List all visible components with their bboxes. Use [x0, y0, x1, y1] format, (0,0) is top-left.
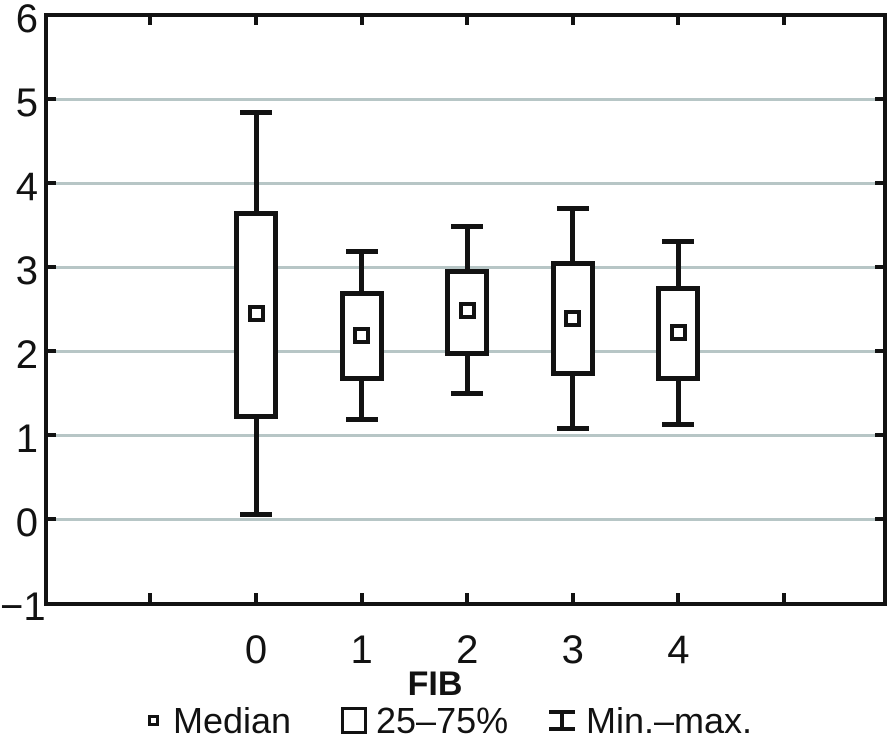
whisker-icon [549, 710, 575, 731]
y-axis-tick [875, 265, 887, 269]
gridline [48, 433, 883, 437]
legend: Median 25–75% Min.–max. [0, 701, 890, 740]
upper-whisker [464, 226, 470, 272]
x-axis-tick [782, 593, 786, 605]
lower-whisker-cap [345, 416, 378, 422]
upper-whisker [675, 241, 681, 288]
y-axis-tick [44, 265, 56, 269]
y-axis-tick [875, 97, 887, 101]
x-axis-tick [148, 593, 153, 605]
legend-label-box: 25–75% [376, 700, 509, 740]
legend-label-minmax: Min.–max. [586, 700, 753, 740]
x-axis-title: FIB [407, 665, 463, 703]
lower-whisker [570, 373, 576, 429]
legend-item-box: 25–75% [341, 701, 508, 740]
median-marker [353, 327, 371, 345]
y-axis-tick [875, 433, 887, 437]
lower-whisker-cap [662, 422, 695, 428]
upper-whisker-cap [556, 205, 589, 211]
y-tick-label: 6 [15, 0, 38, 41]
box-rect [445, 269, 490, 357]
x-axis-tick [359, 593, 364, 605]
x-axis-tick [148, 13, 153, 25]
upper-whisker-cap [345, 249, 378, 255]
y-tick-label: 2 [15, 333, 38, 377]
median-marker [564, 309, 582, 327]
x-axis-tick [254, 13, 258, 25]
gridline [48, 517, 883, 521]
x-tick-label: 1 [350, 628, 373, 672]
y-tick-label: 4 [15, 165, 38, 209]
x-tick-label: 3 [561, 628, 584, 672]
box-rect [339, 291, 384, 381]
y-tick-label: −1 [0, 585, 46, 629]
median-marker [669, 324, 687, 342]
gridline [48, 181, 883, 185]
y-axis-tick [44, 433, 56, 437]
lower-whisker-cap [240, 512, 272, 518]
x-tick-label: 2 [456, 628, 479, 672]
lower-whisker [464, 354, 470, 394]
upper-whisker-cap [662, 239, 695, 245]
y-axis-tick [875, 181, 887, 185]
legend-item-minmax: Min.–max. [549, 701, 752, 740]
x-axis-tick [359, 13, 364, 25]
x-tick-label: 4 [667, 628, 690, 672]
x-tick-label: 0 [244, 628, 268, 672]
lower-whisker-cap [556, 425, 589, 431]
upper-whisker-cap [451, 224, 484, 230]
gridline [48, 97, 883, 101]
legend-label-median: Median [173, 700, 292, 740]
median-marker [458, 302, 476, 320]
y-tick-label: 1 [15, 417, 38, 461]
median-marker [247, 304, 265, 322]
x-axis-tick [676, 13, 681, 25]
upper-whisker [253, 112, 259, 214]
x-axis-tick [782, 13, 786, 25]
x-axis-tick [465, 593, 470, 605]
x-axis-tick [676, 593, 681, 605]
upper-whisker [359, 251, 365, 294]
y-axis-tick [44, 97, 56, 101]
lower-whisker-cap [451, 391, 484, 397]
lower-whisker [359, 378, 365, 420]
y-tick-label: 5 [15, 81, 38, 125]
legend-item-median: Median [148, 701, 291, 740]
box-range-icon [341, 707, 367, 734]
y-tick-label: 0 [15, 501, 38, 545]
y-axis-tick [875, 517, 887, 521]
y-axis-tick [875, 349, 887, 353]
x-axis-tick [570, 593, 575, 605]
y-tick-label: 3 [15, 249, 38, 293]
x-axis-tick [465, 13, 470, 25]
x-axis-tick [254, 593, 258, 605]
median-square-icon [148, 715, 159, 726]
lower-whisker [253, 417, 259, 515]
y-axis-tick [44, 517, 56, 521]
y-axis-tick [44, 349, 56, 353]
lower-whisker [675, 378, 681, 425]
y-axis-tick [44, 181, 56, 185]
upper-whisker [570, 208, 576, 263]
upper-whisker-cap [240, 109, 272, 115]
x-axis-tick [570, 13, 575, 25]
